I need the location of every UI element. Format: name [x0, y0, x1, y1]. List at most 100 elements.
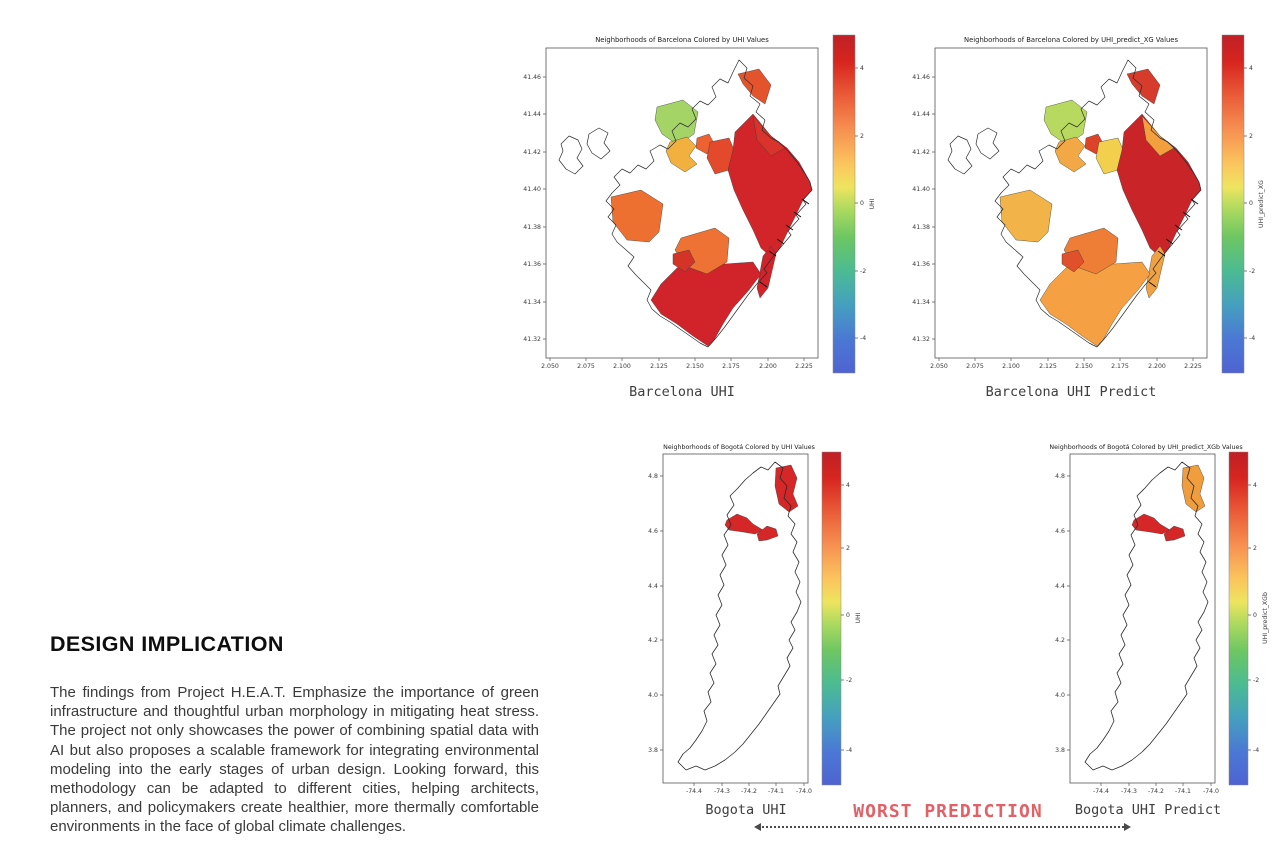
plot-title: Neighborhoods of Barcelona Colored by UH… — [964, 36, 1178, 44]
x-axis: -74.4 -74.3 -74.2 -74.1 -74.0 — [1093, 783, 1219, 795]
colorbar-tick: -2 — [860, 268, 866, 275]
colorbar-tick: 0 — [1253, 612, 1257, 619]
colorbar-tick: 2 — [846, 545, 850, 552]
map-region — [1054, 136, 1087, 173]
map-region — [1131, 513, 1171, 535]
colorbar-axis-label: UHI — [869, 198, 876, 209]
plot-title: Neighborhoods of Bogotá Colored by UHI V… — [663, 443, 815, 451]
map-region — [665, 136, 698, 173]
y-tick: 41.44 — [523, 111, 541, 118]
colorbar-axis-label: UHI_predict_XGb — [1262, 592, 1269, 644]
x-tick: -74.4 — [1093, 788, 1109, 795]
map-region — [610, 189, 664, 243]
x-tick: -74.3 — [714, 788, 730, 795]
y-tick: 4.6 — [1055, 528, 1065, 535]
x-tick: -74.0 — [796, 788, 812, 795]
map-region — [1061, 249, 1085, 273]
arrow-right-head — [1124, 823, 1131, 831]
arrow-left-head — [754, 823, 761, 831]
colorbar-tick: 4 — [846, 482, 850, 489]
exclave-outline-east — [975, 127, 1000, 160]
y-axis: 41.46 41.44 41.42 41.40 41.38 41.36 41.3… — [523, 74, 546, 343]
colorbar: 4 2 0 -2 -4 UHI_predict_XGb — [1228, 451, 1269, 786]
x-tick: -74.1 — [1175, 788, 1191, 795]
y-tick: 41.36 — [912, 261, 930, 268]
y-tick: 4.0 — [1055, 692, 1065, 699]
exclave-outline-west — [558, 135, 584, 175]
x-tick: -74.3 — [1121, 788, 1137, 795]
colorbar: 4 2 0 -2 -4 UHI — [832, 34, 876, 374]
map-geometry — [677, 461, 802, 771]
colorbar-tick: -4 — [846, 747, 852, 754]
x-tick: 2.125 — [650, 363, 668, 370]
y-tick: 41.46 — [523, 74, 541, 81]
x-axis: 2.050 2.075 2.100 2.125 2.150 2.175 2.20… — [930, 358, 1202, 370]
y-axis: 4.8 4.6 4.4 4.2 4.0 3.8 — [648, 473, 663, 754]
y-tick: 41.40 — [912, 186, 930, 193]
colorbar-tick: -2 — [846, 677, 852, 684]
x-tick: 2.225 — [1184, 363, 1202, 370]
x-axis: -74.4 -74.3 -74.2 -74.1 -74.0 — [686, 783, 812, 795]
y-tick: 3.8 — [1055, 747, 1065, 754]
x-tick: -74.1 — [768, 788, 784, 795]
worst-prediction-arrow — [754, 823, 1131, 831]
y-tick: 41.40 — [523, 186, 541, 193]
y-tick: 4.8 — [648, 473, 658, 480]
worst-prediction-label: WORST PREDICTION — [853, 801, 1043, 822]
map-region — [999, 189, 1053, 243]
colorbar-tick: -4 — [1249, 335, 1255, 342]
coast-marks — [759, 198, 810, 288]
colorbar-tick: 2 — [860, 133, 864, 140]
map-region — [724, 513, 764, 535]
y-axis: 4.8 4.6 4.4 4.2 4.0 3.8 — [1055, 473, 1070, 754]
plot-frame — [545, 47, 819, 359]
y-tick: 41.42 — [912, 149, 930, 156]
x-tick: 2.175 — [722, 363, 740, 370]
x-tick: 2.175 — [1111, 363, 1129, 370]
colorbar-tick: 0 — [860, 200, 864, 207]
y-tick: 41.34 — [912, 299, 930, 306]
map-region — [737, 68, 772, 105]
exclave-outline-west — [947, 135, 973, 175]
map-caption-bogota-predict: Bogota UHI Predict — [1074, 802, 1222, 818]
x-tick: 2.125 — [1039, 363, 1057, 370]
section-heading: DESIGN IMPLICATION — [50, 632, 284, 656]
x-tick: 2.200 — [1148, 363, 1166, 370]
colorbar-tick: 4 — [1253, 482, 1257, 489]
x-tick: 2.075 — [577, 363, 595, 370]
map-caption-barcelona-predict: Barcelona UHI Predict — [985, 384, 1157, 400]
map-region — [756, 525, 779, 542]
y-tick: 41.44 — [912, 111, 930, 118]
bogota-uhi-map: Neighborhoods of Bogotá Colored by UHI V… — [648, 443, 862, 795]
x-tick: 2.050 — [541, 363, 559, 370]
y-tick: 41.36 — [523, 261, 541, 268]
colorbar: 4 2 0 -2 -4 UHI — [821, 451, 862, 786]
y-tick: 41.32 — [912, 336, 930, 343]
y-tick: 3.8 — [648, 747, 658, 754]
x-axis: 2.050 2.075 2.100 2.125 2.150 2.175 2.20… — [541, 358, 813, 370]
y-tick: 4.4 — [648, 583, 658, 590]
y-tick: 4.0 — [648, 692, 658, 699]
map-caption-bogota-uhi: Bogota UHI — [705, 802, 787, 818]
y-tick: 41.38 — [523, 224, 541, 231]
x-tick: -74.0 — [1203, 788, 1219, 795]
colorbar-tick: 0 — [846, 612, 850, 619]
x-tick: -74.2 — [741, 788, 757, 795]
plot-title: Neighborhoods of Bogotá Colored by UHI_p… — [1049, 443, 1242, 451]
colorbar: 4 2 0 -2 -4 UHI_predict_XG — [1221, 34, 1265, 374]
colorbar-tick: 4 — [860, 65, 864, 72]
map-region — [1126, 68, 1161, 105]
x-tick: 2.100 — [613, 363, 631, 370]
colorbar-tick: -2 — [1249, 268, 1255, 275]
city-outline — [605, 59, 813, 348]
colorbar-axis-label: UHI_predict_XG — [1258, 180, 1265, 228]
map-region — [672, 249, 696, 273]
x-tick: 2.100 — [1002, 363, 1020, 370]
colorbar-tick: -2 — [1253, 677, 1259, 684]
y-tick: 4.2 — [648, 637, 658, 644]
colorbar-axis-label: UHI — [855, 612, 862, 623]
y-tick: 41.34 — [523, 299, 541, 306]
y-tick: 41.42 — [523, 149, 541, 156]
colorbar-tick: 2 — [1253, 545, 1257, 552]
x-tick: 2.150 — [1075, 363, 1093, 370]
